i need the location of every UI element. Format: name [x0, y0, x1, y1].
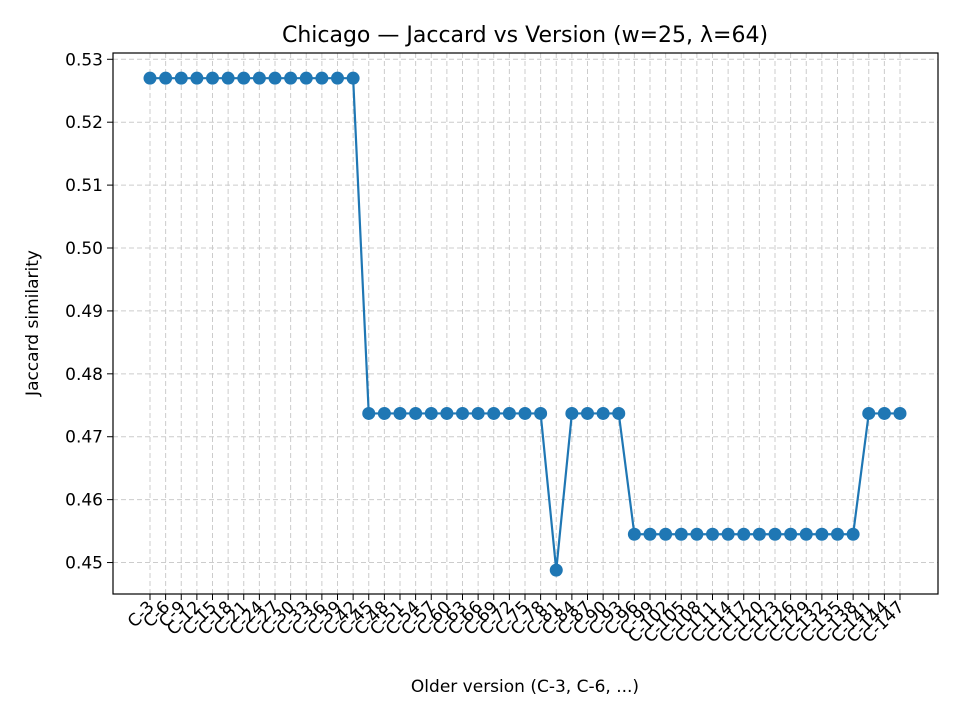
y-axis: 0.45 0.46 0.47 0.48 0.49 0.50 0.51 0.52 0.53: [65, 50, 113, 574]
data-point: [831, 527, 844, 541]
data-points: [143, 71, 907, 577]
data-point: [409, 406, 423, 420]
data-point: [721, 527, 735, 541]
data-point: [784, 527, 798, 541]
data-point: [893, 406, 907, 420]
data-point: [502, 406, 516, 420]
chart-title: Chicago — Jaccard vs Version (w=25, λ=64…: [282, 23, 768, 48]
data-point: [706, 527, 719, 541]
data-point: [331, 71, 344, 85]
grid: [113, 53, 938, 594]
y-axis-label: Jaccard similarity: [23, 250, 43, 397]
data-point: [362, 406, 376, 420]
data-point: [377, 406, 391, 420]
data-point: [424, 406, 438, 420]
y-tick-label: 0.51: [65, 176, 103, 196]
data-point: [643, 527, 657, 541]
data-point: [690, 527, 704, 541]
data-point: [674, 527, 688, 541]
y-tick-label: 0.45: [65, 554, 103, 574]
data-point: [299, 71, 313, 85]
data-point: [549, 563, 563, 577]
y-tick-label: 0.48: [65, 365, 103, 385]
data-point: [596, 406, 610, 420]
data-point: [190, 71, 204, 85]
data-point: [471, 406, 485, 420]
data-point: [440, 406, 454, 420]
data-point: [206, 71, 219, 85]
data-point: [799, 527, 813, 541]
data-point: [284, 71, 298, 85]
y-tick-label: 0.47: [65, 428, 103, 448]
y-tick-label: 0.50: [65, 239, 103, 259]
x-axis-label: Older version (C-3, C-6, ...): [411, 677, 639, 697]
data-point: [315, 71, 329, 85]
y-tick-label: 0.52: [65, 113, 103, 133]
data-point: [752, 527, 766, 541]
data-point: [393, 406, 407, 420]
data-point: [143, 71, 157, 85]
data-point: [159, 71, 173, 85]
data-point: [252, 71, 266, 85]
data-point: [862, 406, 876, 420]
y-tick-label: 0.53: [65, 50, 103, 70]
data-point: [174, 71, 188, 85]
data-point: [659, 527, 673, 541]
data-point: [487, 406, 501, 420]
data-point: [456, 406, 469, 420]
data-point: [268, 71, 282, 85]
data-point: [768, 527, 782, 541]
y-tick-label: 0.46: [65, 491, 103, 511]
data-point: [737, 527, 751, 541]
data-point: [565, 406, 579, 420]
data-point: [346, 71, 360, 85]
data-point: [581, 406, 594, 420]
data-point: [846, 527, 860, 541]
data-point: [612, 406, 626, 420]
data-point: [221, 71, 235, 85]
data-point: [815, 527, 829, 541]
x-axis: C-3C-6C-9C-12C-15C-18C-21C-24C-27C-30C-3…: [124, 594, 909, 647]
data-point: [534, 406, 548, 420]
data-point: [518, 406, 532, 420]
y-tick-label: 0.49: [65, 302, 103, 322]
data-point: [877, 406, 891, 420]
data-point: [237, 71, 251, 85]
data-point: [627, 527, 641, 541]
